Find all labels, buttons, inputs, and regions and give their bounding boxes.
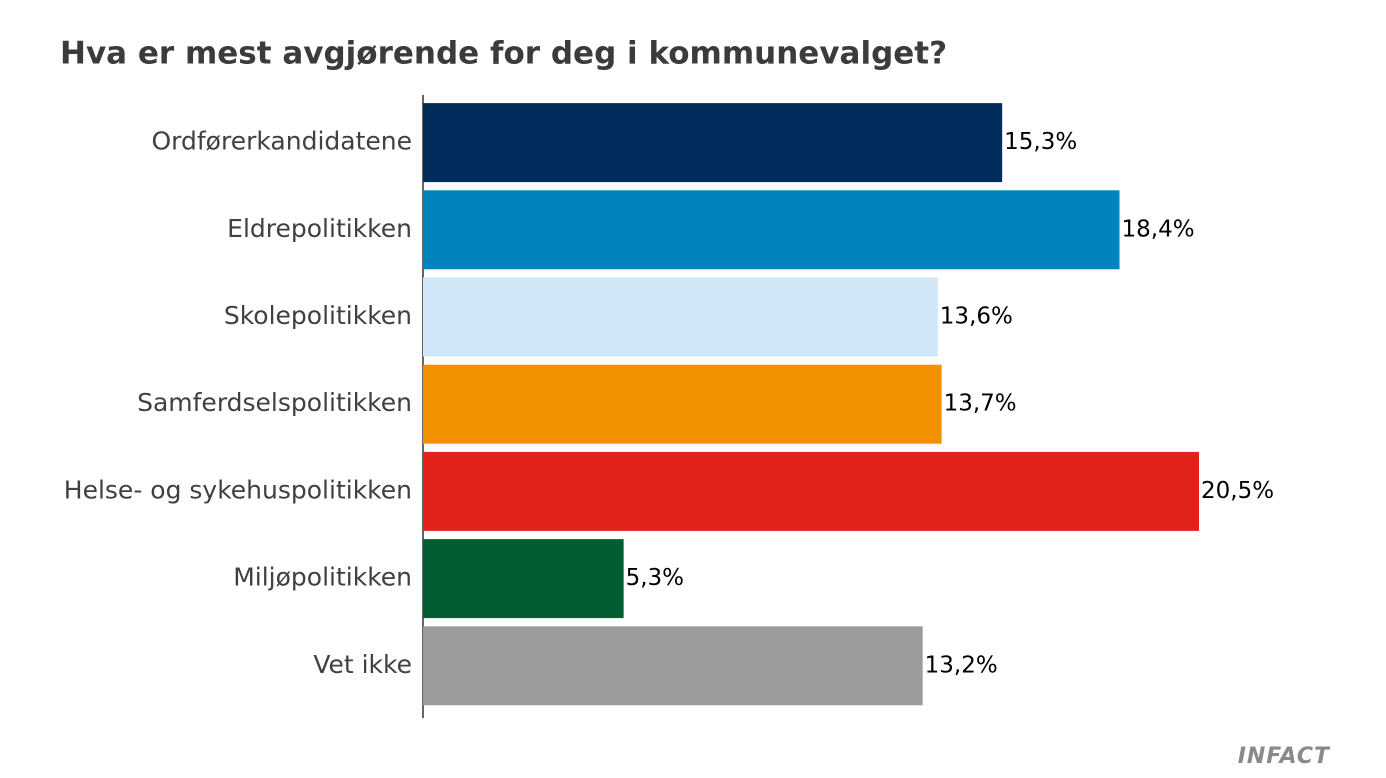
bar [423, 277, 938, 357]
value-label: 13,2% [925, 652, 998, 678]
value-label: 13,6% [940, 304, 1013, 330]
bar [423, 364, 942, 444]
value-label: 5,3% [626, 565, 684, 591]
category-label: Samferdselspolitikken [137, 388, 412, 417]
category-label: Vet ikke [313, 650, 412, 679]
bar [423, 190, 1120, 270]
value-label: 15,3% [1004, 129, 1077, 155]
bar [423, 451, 1199, 531]
category-label: Miljøpolitikken [233, 563, 412, 592]
bar [423, 539, 624, 619]
logo: INFACT [1238, 744, 1331, 769]
value-label: 13,7% [944, 391, 1017, 417]
value-label: 18,4% [1122, 216, 1195, 242]
chart-title: Hva er mest avgjørende for deg i kommune… [60, 36, 947, 72]
category-label: Ordførerkandidatene [152, 127, 413, 156]
value-label: 20,5% [1201, 478, 1274, 504]
category-label: Eldrepolitikken [227, 214, 412, 243]
category-label: Helse- og sykehuspolitikken [64, 475, 412, 504]
category-label: Skolepolitikken [224, 301, 412, 330]
bar [423, 103, 1003, 183]
bar [423, 626, 923, 706]
